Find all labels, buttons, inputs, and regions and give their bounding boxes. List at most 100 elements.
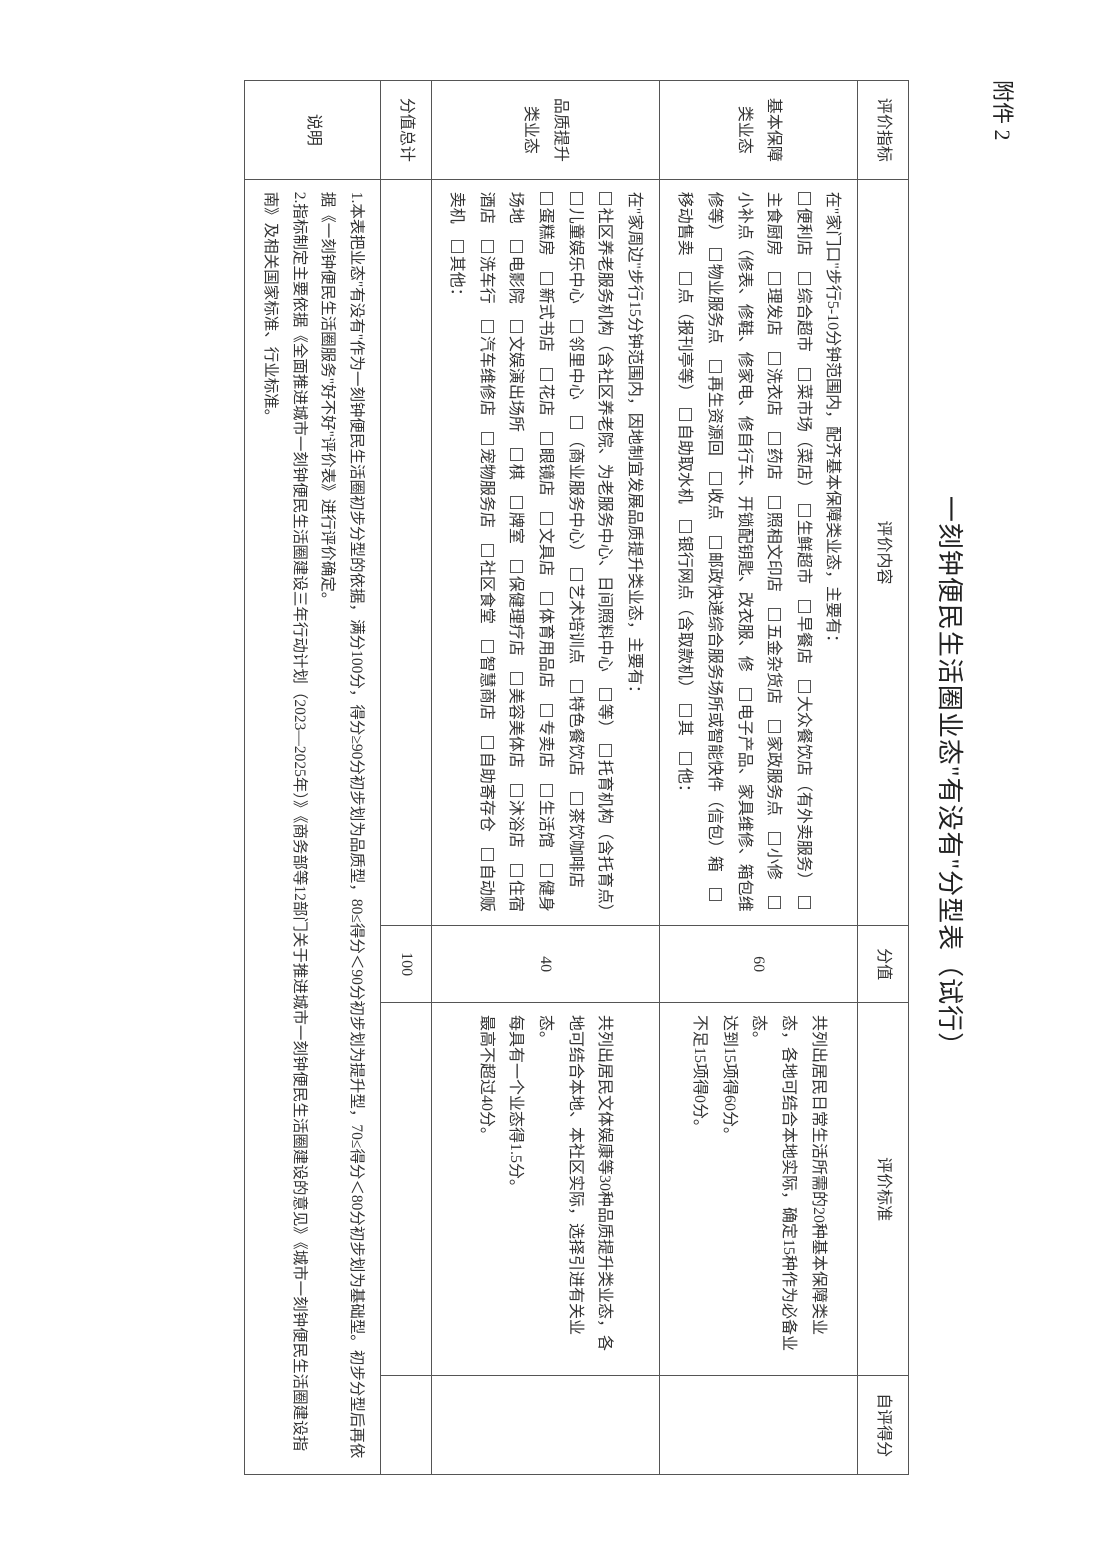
standard-line: 每具有一个业态得1.5分。 bbox=[501, 1015, 531, 1363]
checkbox-label: 移动售卖 bbox=[676, 192, 693, 272]
total-content-blank bbox=[381, 179, 432, 925]
checkbox-icon bbox=[798, 600, 811, 613]
checkbox-label: 眼镜店 bbox=[537, 448, 554, 512]
checkbox-icon bbox=[709, 888, 722, 901]
row2-indicator: 品质提升类业态 bbox=[431, 81, 659, 180]
page-rotated-wrapper: 附件 2 一刻钟便民生活圈业态"有没有"分型表（试行） 评价指标 评价内容 分值… bbox=[80, 80, 1020, 1475]
checkbox-label: 牌室 bbox=[507, 512, 524, 560]
total-row: 分值总计 100 bbox=[381, 81, 432, 1475]
checkbox-label: 自助寄存仓 bbox=[478, 752, 495, 848]
checkbox-label: 银行网点（含取款机） bbox=[676, 536, 693, 704]
checkbox-label: 邻里中心 bbox=[567, 336, 584, 416]
checkbox-label: 点（报刊亭等） bbox=[676, 288, 693, 408]
th-indicator: 评价指标 bbox=[858, 81, 909, 180]
checkbox-icon bbox=[768, 720, 781, 733]
checkbox-icon bbox=[540, 704, 553, 717]
checkbox-icon bbox=[540, 192, 553, 205]
checkbox-icon bbox=[798, 272, 811, 285]
notes-label: 说明 bbox=[245, 81, 381, 180]
checkbox-icon bbox=[679, 272, 692, 285]
checkbox-label: 新式书店 bbox=[537, 288, 554, 368]
content-lead: 在"家周边"步行15分钟范围内，因地制宜发展品质提升类业态，主要有： bbox=[619, 192, 649, 913]
checkbox-icon bbox=[481, 544, 494, 557]
row1-content: 在"家门口"步行5-10分钟范围内，配齐基本保障类业态，主要有：便利店 综合超市… bbox=[659, 179, 858, 925]
checkbox-icon bbox=[570, 320, 583, 333]
row1-standard: 共列出居民日常生活所需的20种基本保障类业态，各地可结合本地实际，确定15种作为… bbox=[659, 1003, 858, 1376]
attachment-label: 附件 2 bbox=[988, 80, 1020, 1475]
checkbox-icon bbox=[798, 192, 811, 205]
row1-indicator: 基本保障类业态 bbox=[659, 81, 858, 180]
notes-body: 1.本表把业态"有没有"作为一刻钟便民生活圈初步分型的依据，满分100分，得分≥… bbox=[245, 179, 381, 1474]
checkbox-icon bbox=[798, 368, 811, 381]
checkbox-icon bbox=[709, 360, 722, 373]
row2-score-max: 40 bbox=[431, 926, 659, 1003]
checkbox-icon bbox=[451, 240, 464, 253]
checkbox-icon bbox=[570, 192, 583, 205]
checkbox-icon bbox=[481, 240, 494, 253]
checkbox-icon bbox=[481, 640, 494, 653]
checkbox-label: 五金杂货店 bbox=[765, 624, 782, 720]
standard-line: 2.指标制定主要依据《全面推进城市一刻钟便民生活圈建设三年行动计划（2023—2… bbox=[255, 192, 312, 1462]
checkbox-icon bbox=[510, 320, 523, 333]
checkbox-label: （商业服务中心） bbox=[567, 432, 584, 568]
notes-row: 说明 1.本表把业态"有没有"作为一刻钟便民生活圈初步分型的依据，满分100分，… bbox=[245, 81, 381, 1475]
checkbox-label: 照相文印店 bbox=[765, 512, 782, 608]
checkbox-icon bbox=[570, 416, 583, 429]
total-self-blank bbox=[381, 1376, 432, 1475]
checkbox-label: 电影院 bbox=[507, 256, 524, 320]
checkbox-icon bbox=[540, 272, 553, 285]
checkbox-label: 智慧商店 bbox=[478, 656, 495, 736]
checkbox-item-wrap: 便利店 综合超市 菜市场（菜店） 生鲜超市 早餐店 大众餐饮店（有外卖服务） 主… bbox=[670, 192, 818, 913]
checkbox-label: 社区食堂 bbox=[478, 560, 495, 640]
checkbox-label: 托育机构（含托育点） bbox=[596, 760, 613, 928]
checkbox-label: 生鲜超市 bbox=[795, 520, 812, 600]
content-lead: 在"家门口"步行5-10分钟范围内，配齐基本保障类业态，主要有： bbox=[818, 192, 848, 913]
checkbox-label: 文娱演出场所 bbox=[507, 336, 524, 448]
checkbox-label: 洗衣店 bbox=[765, 368, 782, 432]
total-value: 100 bbox=[381, 926, 432, 1003]
checkbox-label: 美容美体店 bbox=[507, 688, 524, 784]
checkbox-icon bbox=[510, 240, 523, 253]
checkbox-icon bbox=[570, 568, 583, 581]
checkbox-label: 特色餐饮店 bbox=[567, 696, 584, 792]
checkbox-label: 自助取水机 bbox=[676, 424, 693, 520]
checkbox-label: 理发店 bbox=[765, 288, 782, 352]
checkbox-label: 汽车维修店 bbox=[478, 336, 495, 432]
table-row: 基本保障类业态 在"家门口"步行5-10分钟范围内，配齐基本保障类业态，主要有：… bbox=[659, 81, 858, 1475]
checkbox-icon bbox=[510, 496, 523, 509]
checkbox-icon bbox=[709, 472, 722, 485]
checkbox-icon bbox=[540, 512, 553, 525]
checkbox-icon bbox=[768, 352, 781, 365]
checkbox-label: 其 bbox=[676, 720, 693, 752]
checkbox-icon bbox=[540, 368, 553, 381]
checkbox-icon bbox=[599, 192, 612, 205]
checkbox-icon bbox=[540, 864, 553, 877]
checkbox-label: 体育用品店 bbox=[537, 608, 554, 704]
checkbox-label: 收点 bbox=[706, 488, 723, 536]
checkbox-icon bbox=[540, 432, 553, 445]
standard-line: 最高不超过40分。 bbox=[471, 1015, 501, 1363]
checkbox-icon bbox=[798, 504, 811, 517]
row1-self-score bbox=[659, 1376, 858, 1475]
checkbox-icon bbox=[679, 704, 692, 717]
total-standard-blank bbox=[381, 1003, 432, 1376]
checkbox-label: 沐浴店 bbox=[507, 800, 524, 864]
checkbox-label: 专卖店 bbox=[537, 720, 554, 784]
row2-standard: 共列出居民文体娱康等30种品质提升类业态，各地可结合本地、本社区实际，选择引进有… bbox=[431, 1003, 659, 1376]
checkbox-icon bbox=[739, 688, 752, 701]
checkbox-label: 大众餐饮店（有外卖服务） bbox=[795, 696, 812, 896]
checkbox-icon bbox=[768, 608, 781, 621]
checkbox-icon bbox=[481, 320, 494, 333]
standard-line: 共列出居民文体娱康等30种品质提升类业态，各地可结合本地、本社区实际，选择引进有… bbox=[530, 1015, 619, 1363]
checkbox-icon bbox=[510, 784, 523, 797]
checkbox-label: 等） bbox=[596, 704, 613, 744]
standard-line: 达到15项得60分。 bbox=[714, 1015, 744, 1363]
standard-line: 1.本表把业态"有没有"作为一刻钟便民生活圈初步分型的依据，满分100分，得分≥… bbox=[313, 192, 370, 1462]
row1-score-max: 60 bbox=[659, 926, 858, 1003]
checkbox-icon bbox=[798, 896, 811, 909]
checkbox-label: 洗车行 bbox=[478, 256, 495, 320]
checkbox-icon bbox=[709, 536, 722, 549]
checkbox-icon bbox=[510, 864, 523, 877]
checkbox-label: 综合超市 bbox=[795, 288, 812, 368]
checkbox-icon bbox=[599, 744, 612, 757]
